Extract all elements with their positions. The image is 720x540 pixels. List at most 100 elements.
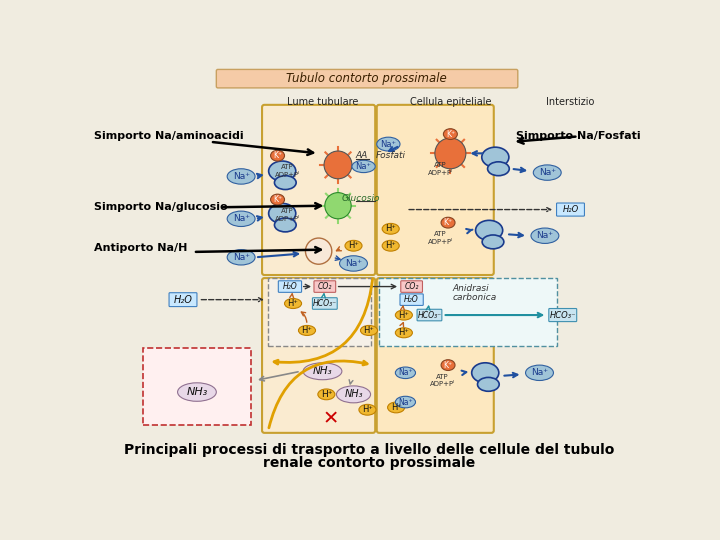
Ellipse shape — [441, 217, 455, 228]
FancyBboxPatch shape — [169, 293, 197, 307]
Ellipse shape — [395, 367, 415, 379]
Text: Lume tubulare: Lume tubulare — [287, 97, 358, 107]
Text: Simporto Na/aminoacidi: Simporto Na/aminoacidi — [94, 131, 243, 141]
Text: HCO₃⁻: HCO₃⁻ — [312, 299, 337, 308]
Ellipse shape — [395, 328, 413, 338]
Text: H⁺: H⁺ — [302, 326, 312, 335]
Circle shape — [324, 151, 352, 179]
Text: NH₃: NH₃ — [344, 389, 363, 400]
FancyBboxPatch shape — [216, 70, 518, 88]
Text: H⁺: H⁺ — [385, 241, 396, 250]
Ellipse shape — [336, 386, 371, 403]
Ellipse shape — [303, 363, 342, 380]
Ellipse shape — [318, 389, 335, 400]
FancyBboxPatch shape — [143, 348, 251, 425]
Ellipse shape — [477, 377, 499, 392]
Text: NH₃: NH₃ — [312, 366, 333, 376]
Ellipse shape — [345, 240, 362, 251]
Ellipse shape — [534, 165, 561, 180]
FancyBboxPatch shape — [279, 281, 302, 292]
Text: ATP: ATP — [434, 162, 446, 168]
Text: Na⁺: Na⁺ — [233, 172, 250, 181]
Ellipse shape — [444, 129, 457, 139]
Text: K⁺: K⁺ — [273, 151, 282, 160]
Text: H⁺: H⁺ — [362, 405, 373, 414]
Text: CO₂: CO₂ — [405, 282, 419, 291]
Text: ATP: ATP — [282, 164, 294, 170]
Ellipse shape — [359, 404, 376, 415]
Text: Na⁺: Na⁺ — [356, 162, 372, 171]
Ellipse shape — [526, 365, 554, 381]
Ellipse shape — [228, 211, 255, 226]
FancyBboxPatch shape — [377, 105, 494, 275]
Text: H⁺: H⁺ — [398, 328, 409, 338]
Ellipse shape — [387, 402, 405, 413]
Ellipse shape — [271, 194, 284, 205]
Circle shape — [325, 193, 351, 219]
Text: ✕: ✕ — [322, 409, 338, 429]
Ellipse shape — [482, 235, 504, 249]
Text: ADP+Pᴵ: ADP+Pᴵ — [275, 216, 300, 222]
Circle shape — [435, 138, 466, 168]
Text: H⁺: H⁺ — [287, 299, 299, 308]
Text: Na⁺: Na⁺ — [531, 368, 548, 377]
Circle shape — [305, 238, 332, 264]
Ellipse shape — [361, 326, 377, 335]
Text: Na⁺: Na⁺ — [539, 168, 556, 177]
FancyBboxPatch shape — [314, 281, 336, 292]
Text: H⁺: H⁺ — [385, 224, 396, 233]
Text: Na⁺: Na⁺ — [233, 214, 250, 224]
Ellipse shape — [377, 137, 400, 151]
Text: AA: AA — [355, 151, 367, 160]
Text: H⁺: H⁺ — [364, 326, 374, 335]
Text: HCO₃⁻: HCO₃⁻ — [418, 310, 441, 320]
Text: Tubulo contorto prossimale: Tubulo contorto prossimale — [287, 72, 447, 85]
FancyBboxPatch shape — [400, 294, 423, 306]
Text: Interstizio: Interstizio — [546, 97, 595, 107]
Text: Fosfati: Fosfati — [376, 151, 405, 160]
Text: ATP: ATP — [434, 231, 446, 237]
Ellipse shape — [178, 383, 216, 401]
Text: H₂O: H₂O — [562, 205, 579, 214]
Text: Na⁺: Na⁺ — [380, 140, 397, 149]
Text: NH₃: NH₃ — [186, 387, 207, 397]
Text: ADP+Pᴵ: ADP+Pᴵ — [428, 170, 453, 176]
FancyBboxPatch shape — [401, 281, 423, 292]
Text: Simporto Na/Fosfati: Simporto Na/Fosfati — [516, 131, 640, 141]
Ellipse shape — [382, 240, 399, 251]
FancyBboxPatch shape — [377, 278, 494, 433]
Ellipse shape — [472, 363, 499, 383]
Text: ATP: ATP — [436, 374, 449, 380]
Text: CO₂: CO₂ — [318, 282, 332, 291]
Text: H₂O: H₂O — [404, 295, 419, 304]
Ellipse shape — [395, 396, 415, 408]
FancyBboxPatch shape — [269, 278, 372, 346]
Text: renale contorto prossimale: renale contorto prossimale — [263, 456, 475, 470]
Text: ATP: ATP — [282, 208, 294, 214]
Text: H⁺: H⁺ — [348, 241, 359, 250]
FancyBboxPatch shape — [557, 203, 585, 216]
Text: Simporto Na/glucosio: Simporto Na/glucosio — [94, 202, 228, 212]
Text: H₂O: H₂O — [174, 295, 192, 305]
Text: Anidrasi: Anidrasi — [453, 284, 490, 293]
Ellipse shape — [228, 249, 255, 265]
Text: Glucosio: Glucosio — [342, 193, 380, 202]
Ellipse shape — [340, 256, 367, 271]
Text: K⁺: K⁺ — [446, 130, 455, 139]
Ellipse shape — [269, 204, 296, 224]
Text: Na⁺: Na⁺ — [536, 231, 554, 240]
Text: H₂O: H₂O — [282, 282, 297, 291]
Ellipse shape — [395, 310, 413, 320]
FancyBboxPatch shape — [262, 278, 375, 433]
Text: H⁺: H⁺ — [320, 390, 332, 399]
Text: Na⁺: Na⁺ — [345, 259, 362, 268]
Ellipse shape — [441, 360, 455, 370]
Ellipse shape — [531, 228, 559, 244]
Ellipse shape — [271, 150, 284, 161]
Ellipse shape — [228, 168, 255, 184]
Ellipse shape — [274, 218, 296, 232]
Text: Cellula epiteliale: Cellula epiteliale — [410, 97, 491, 107]
Text: Na⁺: Na⁺ — [233, 253, 250, 262]
Ellipse shape — [269, 161, 296, 181]
Ellipse shape — [299, 326, 315, 335]
